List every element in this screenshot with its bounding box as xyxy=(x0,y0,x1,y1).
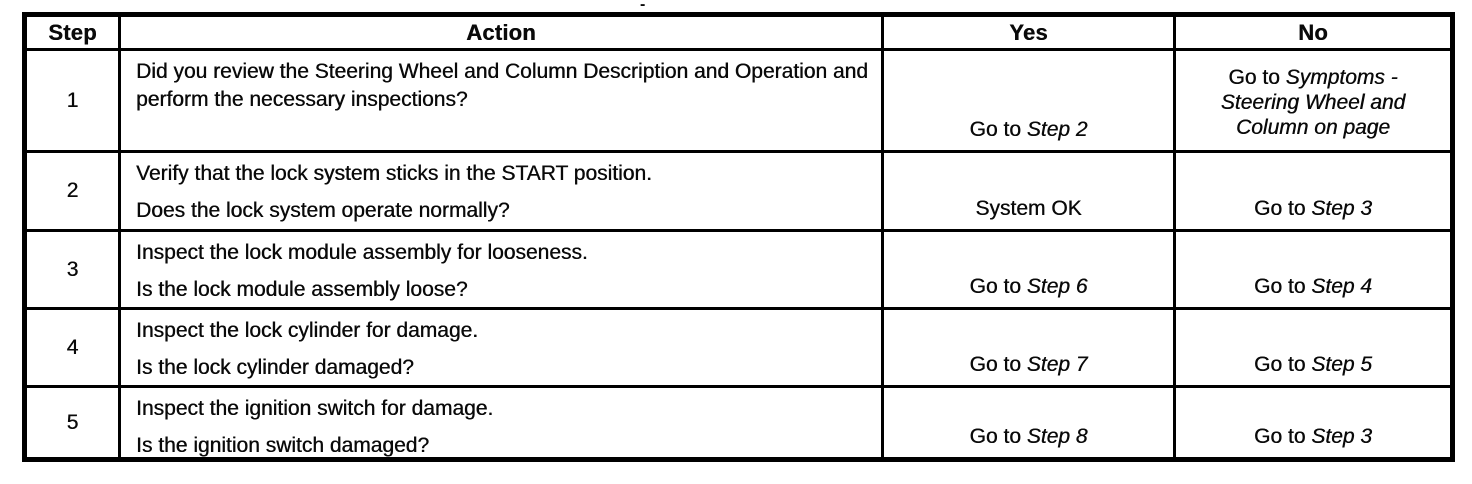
scan-artifact-dash: - xyxy=(640,0,646,13)
row3-step-number: 3 xyxy=(27,232,118,307)
goto-text: Go to xyxy=(1254,275,1312,298)
step-reference: Step 7 xyxy=(1026,353,1088,376)
column-header-yes: Yes xyxy=(884,17,1173,48)
row4-yes-text: Go to Step 7 xyxy=(970,352,1088,377)
system-ok-text: System OK xyxy=(975,197,1082,220)
row5-yes-cell: Go to Step 8 xyxy=(884,388,1173,457)
row5-action-cell: Inspect the ignition switch for damage. … xyxy=(121,388,881,457)
row4-yes-cell: Go to Step 7 xyxy=(884,310,1173,385)
row2-no-cell: Go to Step 3 xyxy=(1176,153,1450,229)
row4-no-text: Go to Step 5 xyxy=(1254,352,1372,377)
row2-step-number: 2 xyxy=(27,153,118,229)
row3-yes-text: Go to Step 6 xyxy=(970,274,1088,299)
row4-no-cell: Go to Step 5 xyxy=(1176,310,1450,385)
row1-yes-cell: Go to Step 2 xyxy=(884,51,1173,150)
goto-text: Go to xyxy=(1254,425,1312,448)
step-reference: Step 3 xyxy=(1311,425,1372,448)
row3-action-cell: Inspect the lock module assembly for loo… xyxy=(121,232,881,307)
row2-action-cell: Verify that the lock system sticks in th… xyxy=(121,153,881,229)
column-header-no: No xyxy=(1176,17,1450,48)
row1-yes-text: Go to Step 2 xyxy=(970,117,1088,142)
row4-step-number: 4 xyxy=(27,310,118,385)
row3-action-question: Is the lock module assembly loose? xyxy=(136,278,468,301)
row3-no-text: Go to Step 4 xyxy=(1254,274,1372,299)
goto-text: Go to xyxy=(1254,197,1312,220)
symptoms-reference: Symptoms - xyxy=(1285,66,1398,89)
row3-yes-cell: Go to Step 6 xyxy=(884,232,1173,307)
step-reference: Step 2 xyxy=(1026,118,1088,141)
row5-no-text: Go to Step 3 xyxy=(1254,424,1372,449)
symptoms-reference: Column on page xyxy=(1235,116,1391,139)
row5-yes-text: Go to Step 8 xyxy=(970,424,1088,449)
row4-action-cell: Inspect the lock cylinder for damage. Is… xyxy=(121,310,881,385)
row2-action-question: Does the lock system operate normally? xyxy=(136,199,510,222)
row1-action-cell: Did you review the Steering Wheel and Co… xyxy=(121,51,881,150)
goto-text: Go to xyxy=(969,118,1027,141)
row2-action-instruction: Verify that the lock system sticks in th… xyxy=(136,162,652,185)
column-header-step: Step xyxy=(27,17,118,48)
column-header-action: Action xyxy=(121,17,881,48)
row5-action-instruction: Inspect the ignition switch for damage. xyxy=(136,397,494,420)
row5-step-number: 5 xyxy=(27,388,118,457)
row3-no-cell: Go to Step 4 xyxy=(1176,232,1450,307)
row1-no-text-line3: Column on page xyxy=(1236,115,1390,140)
row2-yes-cell: System OK xyxy=(884,153,1173,229)
row4-action-question: Is the lock cylinder damaged? xyxy=(136,356,414,379)
row1-action-text: Did you review the Steering Wheel and Co… xyxy=(136,60,868,111)
step-reference: Step 8 xyxy=(1026,425,1088,448)
diagnostic-table: Step Action Yes No 1 Did you review the … xyxy=(22,12,1455,462)
row1-no-text-line1: Go to Symptoms - xyxy=(1228,65,1397,90)
goto-text: Go to xyxy=(969,425,1027,448)
row1-step-number: 1 xyxy=(27,51,118,150)
row1-no-text-line2: Steering Wheel and xyxy=(1221,90,1405,115)
step-reference: Step 4 xyxy=(1311,275,1372,298)
step-reference: Step 6 xyxy=(1026,275,1088,298)
row5-action-question: Is the ignition switch damaged? xyxy=(136,434,430,457)
goto-text: Go to xyxy=(969,353,1027,376)
step-reference: Step 5 xyxy=(1311,353,1372,376)
row2-yes-text: System OK xyxy=(975,196,1081,221)
row4-action-instruction: Inspect the lock cylinder for damage. xyxy=(136,319,479,342)
step-reference: Step 3 xyxy=(1311,197,1372,220)
symptoms-reference: Steering Wheel and xyxy=(1220,91,1406,114)
goto-text: Go to xyxy=(969,275,1027,298)
row5-no-cell: Go to Step 3 xyxy=(1176,388,1450,457)
row1-no-cell: Go to Symptoms - Steering Wheel and Colu… xyxy=(1176,51,1450,150)
row3-action-instruction: Inspect the lock module assembly for loo… xyxy=(136,241,588,264)
goto-text: Go to xyxy=(1228,66,1286,89)
goto-text: Go to xyxy=(1254,353,1312,376)
row2-no-text: Go to Step 3 xyxy=(1254,196,1372,221)
